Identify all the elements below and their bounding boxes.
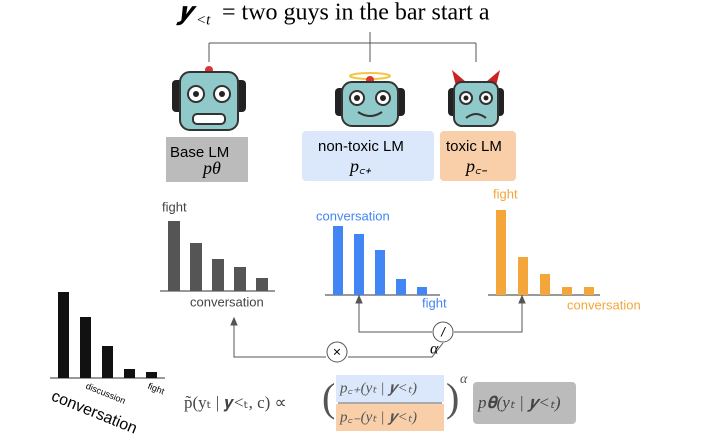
title-subscript: <t	[196, 12, 211, 28]
bar	[518, 257, 528, 295]
model-box	[440, 131, 516, 181]
panel-label: fight	[146, 381, 166, 397]
divide-node	[432, 321, 454, 343]
bar	[146, 372, 157, 378]
panel-label: conversation	[567, 297, 641, 312]
bar	[190, 243, 202, 291]
bar	[354, 234, 364, 295]
model-box	[302, 131, 434, 181]
model-box	[166, 137, 248, 182]
title-variable: 𝒚	[176, 0, 197, 26]
bar	[124, 369, 135, 378]
model-name: toxic LM	[446, 138, 502, 155]
formula-highlight	[473, 382, 576, 424]
divide-symbol: /	[440, 324, 446, 339]
multiply-node	[326, 341, 348, 363]
bar	[80, 317, 91, 378]
panel-label: conversation	[316, 208, 390, 223]
formula-lhs: p̃(yₜ | 𝒚<ₜ, c) ∝	[184, 393, 287, 412]
bar	[562, 287, 572, 295]
bar	[396, 279, 406, 295]
formula-denominator: p꜀₋(yₜ | 𝒚<ₜ)	[339, 409, 417, 425]
model-symbol: pθ	[201, 158, 221, 178]
bar	[540, 274, 550, 295]
bar	[58, 292, 69, 378]
model-name: non-toxic LM	[318, 138, 404, 155]
formula-highlight	[336, 375, 444, 402]
exponent-symbol: α	[430, 341, 439, 358]
bar	[168, 221, 180, 291]
panel-label: fight	[162, 199, 187, 214]
model-symbol: p꜀₊	[348, 156, 371, 176]
robot-toxic	[448, 70, 504, 127]
combine-arrows	[230, 294, 526, 358]
multiply-symbol: ×	[333, 344, 341, 360]
formula-highlight	[336, 404, 444, 431]
paren: (	[322, 375, 335, 420]
model-name: Base LM	[170, 144, 229, 161]
bar	[234, 267, 246, 291]
bar	[256, 278, 268, 291]
model-symbol: p꜀₋	[464, 156, 487, 176]
panel-label: conversation	[190, 294, 264, 309]
bar	[584, 287, 594, 295]
paren: )	[446, 375, 459, 420]
panel-label: fight	[493, 186, 518, 201]
formula-rhs: p𝛉(yₜ | 𝒚<ₜ)	[477, 393, 561, 412]
panel-label: fight	[422, 295, 447, 310]
title-text: = two guys in the bar start a	[222, 0, 490, 26]
formula-exponent: α	[460, 372, 468, 387]
branch-arrows	[208, 32, 477, 62]
bar	[212, 259, 224, 291]
bar	[102, 346, 113, 378]
robot-base	[172, 66, 246, 131]
bar	[333, 226, 343, 295]
bar	[375, 250, 385, 295]
robot-non-toxic	[335, 72, 405, 127]
formula-numerator: p꜀₊(yₜ | 𝒚<ₜ)	[339, 380, 417, 396]
bar	[417, 287, 427, 295]
bar	[496, 210, 506, 295]
